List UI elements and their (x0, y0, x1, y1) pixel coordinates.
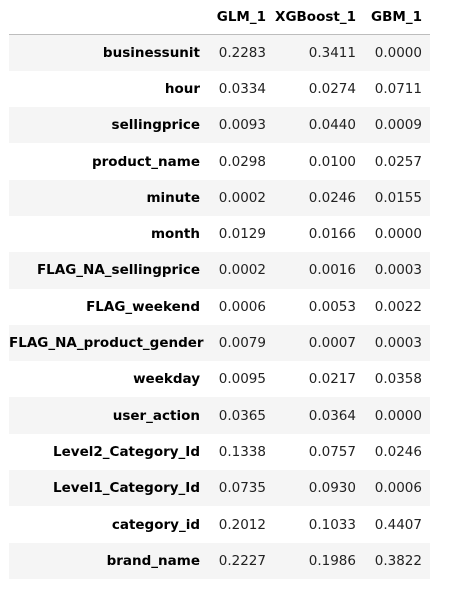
cell-glm: 0.0365 (218, 407, 266, 424)
cell-xgboost: 0.0100 (308, 153, 356, 170)
row-index-label: sellingprice (111, 117, 200, 134)
row-index-label: product_name (91, 153, 200, 170)
cell-xgboost: 0.0930 (308, 480, 356, 497)
table-row: hour 0.0334 0.0274 0.0711 (9, 70, 430, 108)
cell-glm: 0.2012 (218, 516, 266, 533)
cell-gbm: 0.0246 (374, 443, 422, 460)
cell-gbm: 0.0155 (374, 189, 422, 206)
cell-gbm: 0.0257 (374, 153, 422, 170)
row-index-label: user_action (112, 407, 200, 424)
cell-gbm: 0.4407 (374, 516, 422, 533)
table-row: Level2_Category_Id 0.1338 0.0757 0.0246 (9, 433, 430, 471)
cell-glm: 0.0095 (218, 371, 266, 388)
cell-xgboost: 0.0217 (308, 371, 356, 388)
cell-gbm: 0.0711 (374, 80, 422, 97)
column-header-xgboost: XGBoost_1 (274, 0, 364, 35)
table-row: FLAG_NA_sellingprice 0.0002 0.0016 0.0003 (9, 252, 430, 289)
cell-gbm: 0.0022 (374, 298, 422, 315)
cell-xgboost: 0.0053 (308, 298, 356, 315)
cell-glm: 0.0129 (218, 226, 266, 243)
cell-gbm: 0.0000 (374, 226, 422, 243)
row-index-label: FLAG_NA_sellingprice (36, 262, 200, 279)
table-body: businessunit 0.2283 0.3411 0.0000 hour 0.0334… (9, 34, 430, 579)
cell-xgboost: 0.0166 (308, 226, 356, 243)
table-row: FLAG_NA_product_gender 0.0079 0.0007 0.0003 (9, 324, 430, 362)
cell-gbm: 0.0003 (374, 335, 422, 352)
row-index-label: FLAG_NA_product_gender (9, 335, 204, 352)
table-row: brand_name 0.2227 0.1986 0.3822 (9, 542, 430, 579)
column-header-glm: GLM_1 (208, 0, 274, 35)
row-index-label: businessunit (102, 44, 200, 61)
cell-glm: 0.0735 (218, 480, 266, 497)
cell-gbm: 0.0009 (374, 117, 422, 134)
cell-xgboost: 0.0007 (308, 335, 356, 352)
table-row: user_action 0.0365 0.0364 0.0000 (9, 397, 430, 434)
cell-glm: 0.0298 (218, 153, 266, 170)
header-row: GLM_1 XGBoost_1 GBM_1 (9, 0, 430, 35)
cell-gbm: 0.0006 (374, 480, 422, 497)
cell-gbm: 0.0000 (374, 44, 422, 61)
cell-glm: 0.0002 (218, 262, 266, 279)
cell-xgboost: 0.0757 (308, 443, 356, 460)
dataframe-table-container: GLM_1 XGBoost_1 GBM_1 businessunit 0.2283… (9, 0, 430, 579)
row-index-label: month (150, 226, 200, 243)
cell-gbm: 0.0003 (374, 262, 422, 279)
cell-xgboost: 0.1033 (308, 516, 356, 533)
column-header-gbm: GBM_1 (364, 0, 430, 35)
cell-xgboost: 0.0246 (308, 189, 356, 206)
table-row: FLAG_weekend 0.0006 0.0053 0.0022 (9, 288, 430, 325)
cell-glm: 0.0079 (218, 335, 266, 352)
cell-glm: 0.1338 (218, 443, 266, 460)
row-index-label: brand_name (106, 552, 200, 569)
cell-xgboost: 0.3411 (308, 44, 356, 61)
row-index-label: weekday (133, 371, 200, 388)
index-column-header (9, 0, 208, 35)
cell-xgboost: 0.0016 (308, 262, 356, 279)
row-index-label: hour (164, 80, 200, 97)
cell-glm: 0.0334 (218, 80, 266, 97)
cell-gbm: 0.0358 (374, 371, 422, 388)
table-row: sellingprice 0.0093 0.0440 0.0009 (9, 107, 430, 144)
row-index-label: Level1_Category_Id (53, 480, 200, 497)
cell-xgboost: 0.0274 (308, 80, 356, 97)
cell-glm: 0.2283 (218, 44, 266, 61)
table-row: product_name 0.0298 0.0100 0.0257 (9, 143, 430, 180)
row-index-label: Level2_Category_Id (53, 443, 200, 460)
cell-xgboost: 0.1986 (308, 552, 356, 569)
cell-gbm: 0.3822 (374, 552, 422, 569)
cell-glm: 0.0006 (218, 298, 266, 315)
cell-glm: 0.0002 (218, 189, 266, 206)
cell-xgboost: 0.0364 (308, 407, 356, 424)
row-index-label: category_id (111, 516, 200, 533)
row-index-label: minute (146, 189, 200, 206)
row-index-label: FLAG_weekend (86, 298, 200, 315)
cell-glm: 0.0093 (218, 117, 266, 134)
table-row: minute 0.0002 0.0246 0.0155 (9, 179, 430, 216)
dataframe-table: GLM_1 XGBoost_1 GBM_1 businessunit 0.2283… (9, 0, 430, 579)
table-row: weekday 0.0095 0.0217 0.0358 (9, 361, 430, 398)
cell-glm: 0.2227 (218, 552, 266, 569)
table-row: category_id 0.2012 0.1033 0.4407 (9, 506, 430, 543)
table-row: month 0.0129 0.0166 0.0000 (9, 215, 430, 253)
table-header: GLM_1 XGBoost_1 GBM_1 (9, 0, 430, 35)
table-row: Level1_Category_Id 0.0735 0.0930 0.0006 (9, 470, 430, 507)
table-row: businessunit 0.2283 0.3411 0.0000 (9, 34, 430, 71)
cell-xgboost: 0.0440 (308, 117, 356, 134)
cell-gbm: 0.0000 (374, 407, 422, 424)
